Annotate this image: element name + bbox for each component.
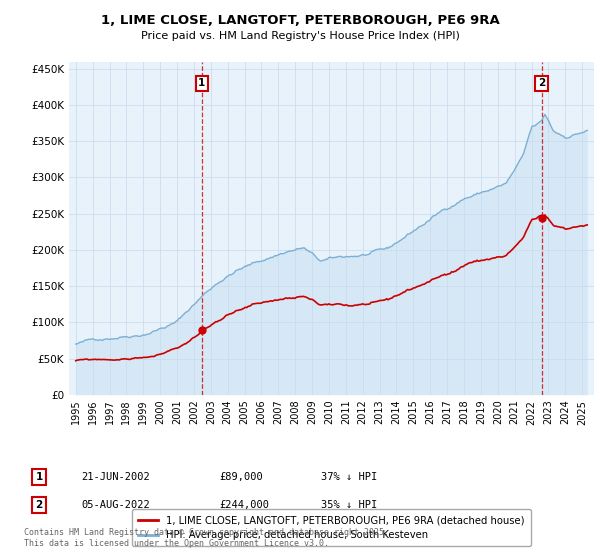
- Text: 1: 1: [198, 78, 205, 88]
- Text: 05-AUG-2022: 05-AUG-2022: [81, 500, 150, 510]
- Text: 1, LIME CLOSE, LANGTOFT, PETERBOROUGH, PE6 9RA: 1, LIME CLOSE, LANGTOFT, PETERBOROUGH, P…: [101, 14, 499, 27]
- Text: 1: 1: [35, 472, 43, 482]
- Text: 2: 2: [35, 500, 43, 510]
- Legend: 1, LIME CLOSE, LANGTOFT, PETERBOROUGH, PE6 9RA (detached house), HPI: Average pr: 1, LIME CLOSE, LANGTOFT, PETERBOROUGH, P…: [132, 510, 531, 547]
- Text: 37% ↓ HPI: 37% ↓ HPI: [321, 472, 377, 482]
- Text: 21-JUN-2002: 21-JUN-2002: [81, 472, 150, 482]
- Text: £89,000: £89,000: [219, 472, 263, 482]
- Text: £244,000: £244,000: [219, 500, 269, 510]
- Text: Contains HM Land Registry data © Crown copyright and database right 2025.
This d: Contains HM Land Registry data © Crown c…: [24, 528, 389, 548]
- Text: 2: 2: [538, 78, 545, 88]
- Text: 35% ↓ HPI: 35% ↓ HPI: [321, 500, 377, 510]
- Text: Price paid vs. HM Land Registry's House Price Index (HPI): Price paid vs. HM Land Registry's House …: [140, 31, 460, 41]
